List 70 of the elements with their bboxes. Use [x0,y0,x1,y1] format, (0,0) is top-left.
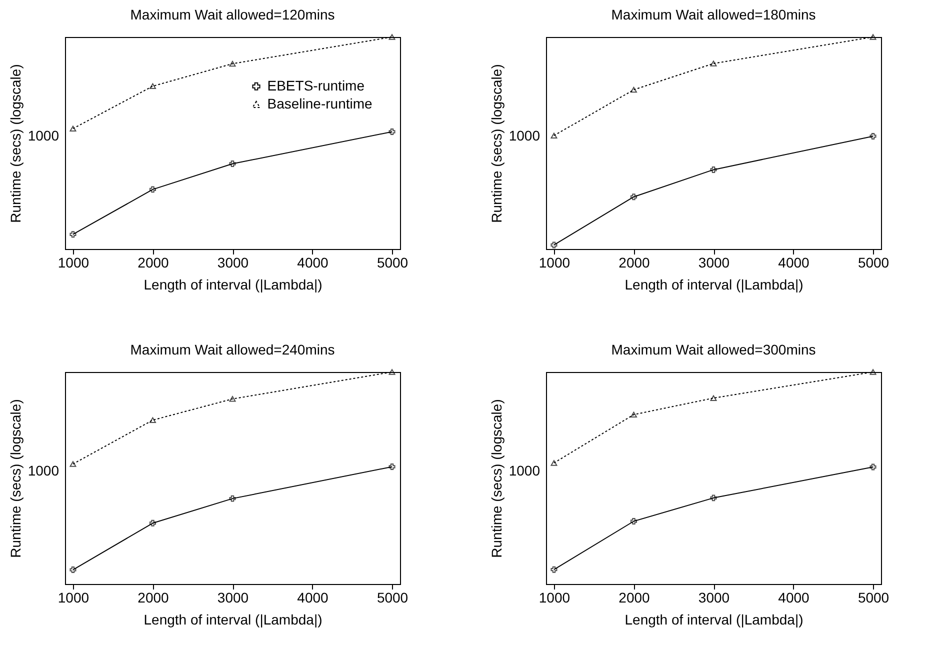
x-tick-label: 4000 [778,590,810,606]
legend-label: EBETS-runtime [267,77,365,94]
point [550,132,558,138]
point [388,369,396,375]
legend-label: Baseline-runtime [267,95,373,112]
x-tick-label: 2000 [618,254,650,270]
point [70,566,76,574]
chart-title: Maximum Wait allowed=180mins [611,6,816,23]
point [870,464,876,470]
point [710,60,717,66]
point [388,34,396,40]
point [150,186,156,193]
x-axis-title: Length of interval (|Lambda|) [624,276,804,292]
text: 1000 [28,128,60,144]
x-tick-label: 1000 [58,590,90,606]
point [710,166,717,173]
x-tick-label: 1000 [58,254,90,270]
point [710,494,717,502]
point [70,231,76,238]
point [70,126,76,132]
x-axis-title: Length of interval (|Lambda|) [144,612,322,628]
point [550,242,558,248]
point [150,83,156,90]
x-tick-label: 3000 [698,254,730,270]
point [229,160,236,168]
point [229,495,236,502]
point [229,60,236,67]
point [710,395,717,401]
x-tick-label: 4000 [297,254,329,270]
point [630,86,637,93]
point [70,461,76,467]
x-tick-label: 5000 [376,590,408,606]
x-tick-label: 1000 [538,254,570,270]
point [150,520,156,526]
point [550,566,558,573]
x-tick-label: 2000 [138,590,170,606]
text: 1000 [508,128,540,144]
text: 1000 [508,462,540,479]
x-tick-label: 1000 [538,590,570,606]
point [870,132,876,140]
point [870,369,876,375]
chart-title: Maximum Wait allowed=120mins [130,6,335,23]
text: 1000 [28,462,60,479]
y-axis-title: Runtime (secs) (logscale) [8,399,24,558]
x-tick-label: 2000 [618,590,650,606]
y-axis-title: Runtime (secs) (logscale) [488,64,504,223]
x-tick-label: 3000 [217,590,249,606]
chart-title: Maximum Wait allowed=240mins [130,342,335,358]
x-tick-label: 3000 [698,590,730,606]
x-axis-title: Length of interval (|Lambda|) [624,612,804,628]
x-tick-label: 4000 [778,254,810,270]
x-axis-title: Length of interval (|Lambda|) [144,276,322,292]
point [550,460,558,466]
x-tick-label: 5000 [858,254,890,270]
chart-title: Maximum Wait allowed=300mins [611,342,816,358]
point [229,396,236,402]
x-tick-label: 3000 [217,254,249,270]
point [870,34,876,40]
x-tick-label: 2000 [138,254,170,270]
x-tick-label: 5000 [376,254,408,270]
x-tick-label: 4000 [297,590,329,606]
x-tick-label: 5000 [858,590,890,606]
point [630,518,637,524]
y-axis-title: Runtime (secs) (logscale) [488,399,504,558]
point [388,128,396,136]
y-axis-title: Runtime (secs) (logscale) [8,64,24,223]
point [630,412,637,418]
point [630,194,637,200]
point [388,464,396,470]
point [150,417,156,423]
